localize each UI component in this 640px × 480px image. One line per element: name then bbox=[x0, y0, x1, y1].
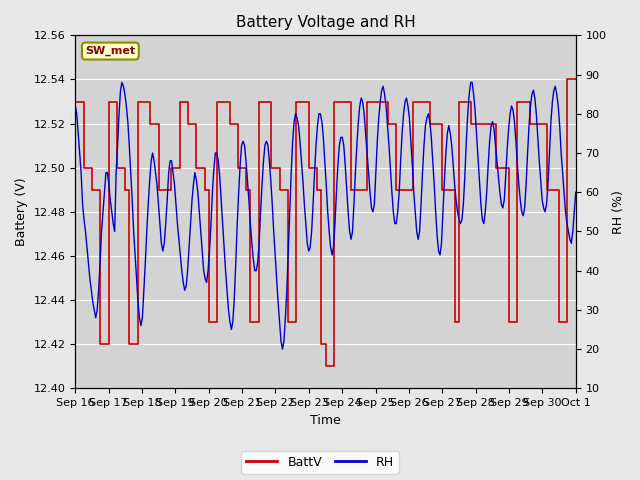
Legend: BattV, RH: BattV, RH bbox=[241, 451, 399, 474]
X-axis label: Time: Time bbox=[310, 414, 341, 427]
Y-axis label: RH (%): RH (%) bbox=[612, 190, 625, 234]
Title: Battery Voltage and RH: Battery Voltage and RH bbox=[236, 15, 415, 30]
Text: SW_met: SW_met bbox=[85, 46, 136, 56]
Y-axis label: Battery (V): Battery (V) bbox=[15, 178, 28, 246]
